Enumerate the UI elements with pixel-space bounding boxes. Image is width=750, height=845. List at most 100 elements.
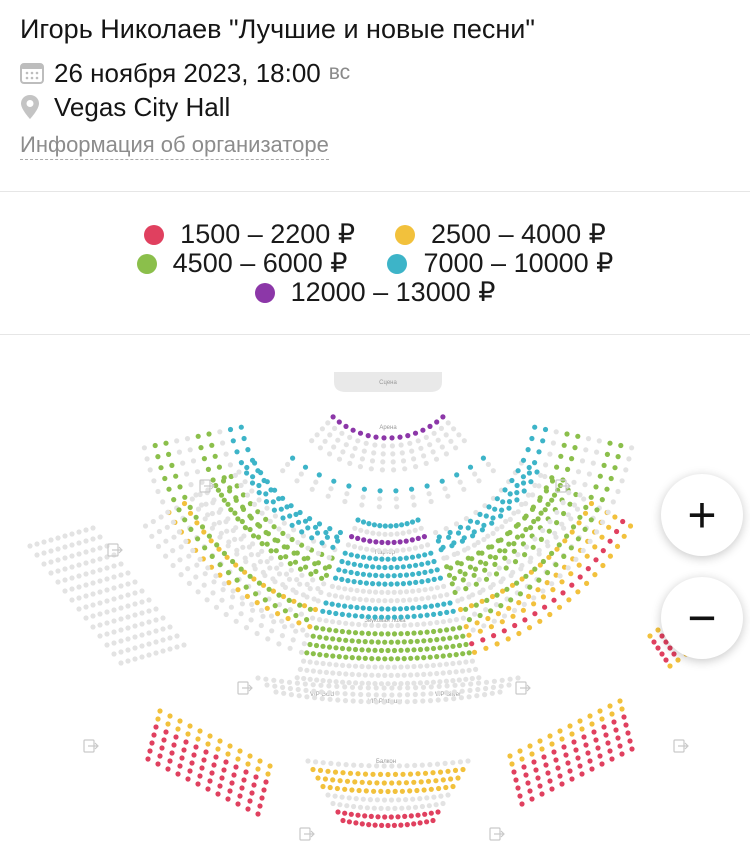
seat[interactable] (367, 780, 373, 786)
seat[interactable] (211, 762, 217, 768)
seat[interactable] (492, 506, 498, 512)
seat[interactable] (216, 546, 222, 552)
seat[interactable] (187, 723, 193, 729)
seat[interactable] (348, 604, 354, 610)
seat[interactable] (349, 655, 355, 661)
seat[interactable] (280, 495, 286, 501)
seat[interactable] (582, 510, 589, 516)
seat[interactable] (412, 430, 419, 436)
seat[interactable] (207, 778, 213, 784)
seat[interactable] (480, 637, 486, 643)
seat[interactable] (583, 504, 589, 510)
seat[interactable] (484, 597, 490, 603)
seat[interactable] (337, 778, 343, 784)
seat[interactable] (462, 571, 468, 577)
seat[interactable] (434, 637, 440, 643)
seat[interactable] (573, 747, 579, 753)
seat[interactable] (230, 558, 236, 565)
seat[interactable] (215, 746, 221, 752)
seat[interactable] (537, 738, 543, 744)
seat[interactable] (320, 608, 326, 614)
seat[interactable] (385, 540, 391, 546)
seat[interactable] (427, 423, 433, 429)
seat[interactable] (372, 822, 378, 828)
seat[interactable] (473, 602, 479, 608)
seat[interactable] (539, 746, 545, 752)
seat[interactable] (547, 733, 553, 739)
seat[interactable] (247, 798, 253, 804)
seat[interactable] (316, 472, 322, 478)
seat[interactable] (163, 440, 169, 446)
seat[interactable] (216, 464, 222, 470)
seat[interactable] (210, 477, 216, 483)
seat[interactable] (326, 564, 332, 570)
seat[interactable] (555, 765, 561, 771)
seat[interactable] (506, 541, 512, 547)
seat[interactable] (397, 556, 403, 562)
seat[interactable] (223, 759, 229, 765)
seat[interactable] (510, 613, 516, 619)
seat[interactable] (242, 569, 248, 575)
seat[interactable] (569, 776, 575, 782)
seat[interactable] (501, 628, 507, 634)
seat[interactable] (401, 639, 407, 645)
seat[interactable] (255, 766, 261, 772)
seat[interactable] (326, 627, 332, 633)
seat[interactable] (343, 654, 349, 660)
seat[interactable] (466, 632, 472, 638)
seat[interactable] (411, 630, 417, 636)
seat[interactable] (233, 764, 239, 770)
seat[interactable] (561, 553, 567, 559)
seat[interactable] (420, 427, 426, 433)
seat[interactable] (296, 620, 302, 626)
seat[interactable] (561, 510, 567, 517)
seat[interactable] (242, 525, 248, 531)
seat[interactable] (528, 569, 535, 575)
seat[interactable] (332, 769, 339, 775)
seat[interactable] (523, 526, 529, 533)
seat[interactable] (179, 755, 185, 761)
seat[interactable] (561, 442, 567, 448)
seat[interactable] (408, 813, 414, 819)
seat[interactable] (256, 482, 262, 489)
seat[interactable] (377, 523, 383, 529)
seat[interactable] (280, 593, 287, 600)
seat[interactable] (568, 571, 574, 577)
seat[interactable] (512, 622, 518, 629)
seat[interactable] (479, 550, 485, 556)
seat[interactable] (550, 587, 556, 593)
seat[interactable] (494, 592, 500, 598)
seat[interactable] (421, 655, 427, 661)
seat[interactable] (391, 556, 397, 562)
seat[interactable] (623, 722, 629, 728)
seat[interactable] (515, 468, 521, 474)
seat[interactable] (554, 546, 560, 552)
seat[interactable] (340, 817, 346, 824)
seat[interactable] (585, 750, 591, 756)
seat[interactable] (599, 497, 605, 503)
seat[interactable] (611, 719, 617, 725)
seat[interactable] (546, 528, 552, 534)
seat[interactable] (407, 580, 413, 586)
seat[interactable] (667, 645, 673, 651)
seat[interactable] (488, 624, 494, 630)
seat[interactable] (342, 568, 348, 574)
seat[interactable] (397, 572, 403, 578)
seat[interactable] (424, 483, 430, 489)
seat[interactable] (431, 628, 437, 635)
seat[interactable] (396, 780, 402, 786)
seat[interactable] (557, 728, 563, 734)
seat[interactable] (417, 630, 424, 636)
seat[interactable] (494, 641, 500, 647)
seat[interactable] (357, 562, 363, 568)
seat[interactable] (330, 544, 336, 550)
seat[interactable] (607, 440, 613, 446)
seat[interactable] (250, 474, 256, 480)
seat[interactable] (540, 438, 546, 444)
seat[interactable] (428, 810, 434, 816)
seat[interactable] (394, 564, 400, 570)
seat[interactable] (400, 564, 406, 570)
seat[interactable] (430, 770, 436, 776)
seat[interactable] (394, 581, 400, 587)
seat[interactable] (238, 424, 244, 430)
